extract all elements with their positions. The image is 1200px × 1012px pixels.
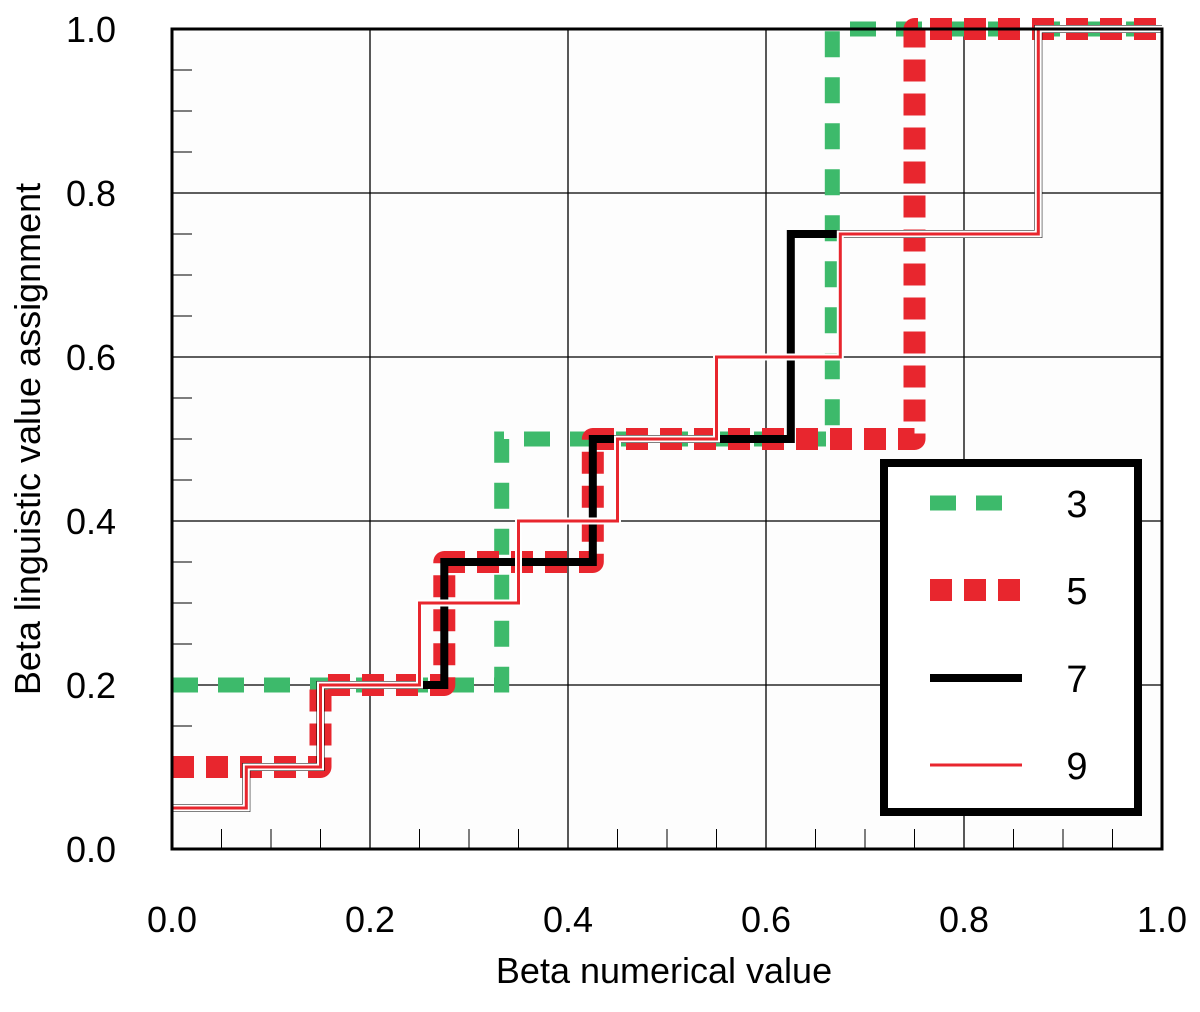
plot-frame: [170, 27, 1164, 851]
legend-label-5: 5: [1066, 571, 1087, 613]
legend-label-3: 3: [1066, 484, 1087, 526]
x-tick-labels: 0.0 0.2 0.4 0.6 0.8 1.0: [147, 899, 1187, 940]
series-layer: [172, 18, 1162, 812]
y-tick-label: 0.4: [66, 501, 116, 542]
legend-label-9: 9: [1066, 746, 1087, 788]
y-tick-label: 0.0: [66, 829, 116, 870]
x-tick-label: 0.0: [147, 899, 197, 940]
legend-label-7: 7: [1066, 659, 1087, 701]
y-tick-label: 1.0: [66, 9, 116, 50]
x-tick-label: 0.2: [345, 899, 395, 940]
y-axis-title: Beta linguistic value assignment: [7, 183, 48, 695]
x-tick-label: 0.6: [741, 899, 791, 940]
series-line-9: [172, 27, 1162, 810]
y-tick-label: 0.2: [66, 665, 116, 706]
legend: 3 5 7 9: [880, 459, 1142, 816]
y-tick-label: 0.8: [66, 173, 116, 214]
x-tick-label: 1.0: [1137, 899, 1187, 940]
x-axis-title: Beta numerical value: [496, 950, 832, 991]
y-tick-labels: 0.0 0.2 0.4 0.6 0.8 1.0: [66, 9, 116, 870]
x-tick-label: 0.8: [939, 899, 989, 940]
legend-box: [880, 459, 1142, 816]
y-tick-label: 0.6: [66, 337, 116, 378]
x-tick-label: 0.4: [543, 899, 593, 940]
